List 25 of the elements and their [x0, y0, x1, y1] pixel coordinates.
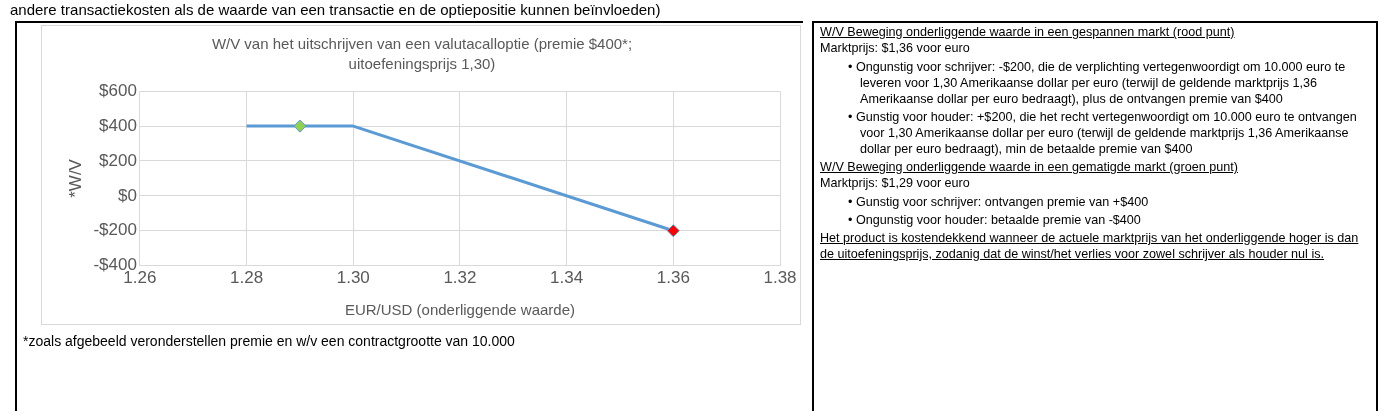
- text: *zoals afgebeeld veronderstellen premie en w/v een contractgrootte van 10.000: [23, 333, 515, 349]
- text: andere transactiekosten als de waarde van een transactie en de optiepositie kunnen beïnvloeden): [10, 1, 661, 18]
- y-tick-label: -$200: [93, 220, 137, 240]
- text: Marktprijs: $1,36 voor euro: [820, 40, 971, 56]
- text: Het product is kostendekkend wanneer de actuele marktprijs van het onderliggende hoger is dan de uitoefeningsprijs, zodanig dat de winst/het verlies voor zowel schrijver als houder nul is.: [820, 230, 1360, 262]
- x-tick-label: 1.32: [443, 268, 477, 288]
- text: Marktprijs: $1,29 voor euro: [820, 175, 971, 191]
- text: W/V Beweging onderliggende waarde in een gematigde markt (groen punt): [820, 159, 1239, 175]
- text: • Ongunstig voor houder: betaalde premie van -$400: [848, 212, 1142, 228]
- text: • Gunstig voor schrijver: ontvangen premie van +$400: [848, 194, 1150, 210]
- text: • Ongunstig voor schrijver: -$200, die de verplichting vertegenwoordigt om 10.000 euro te leveren voor 1,30 Amerikaanse dollar per euro (terwijl de geldende marktprijs 1,36 Amerikaanse dollar per euro bedraagt), plus de ontvangen premie van $400: [848, 59, 1347, 107]
- y-tick-label: $0: [117, 185, 137, 205]
- x-tick-label: 1.38: [763, 268, 797, 288]
- x-tick-label: 1.34: [550, 268, 584, 288]
- x-tick-label: 1.28: [230, 268, 264, 288]
- y-axis-title: *W/V: [65, 158, 85, 198]
- text: • Gunstig voor houder: +$200, die het recht vertegenwoordigt om 10.000 euro te ontvangen voor 1,30 Amerikaanse dollar per euro (terwijl de geldende marktprijs 1,36 Amerikaanse dollar per euro bedraagt), min de betaalde premie van $400: [848, 109, 1358, 157]
- y-tick-label: $200: [99, 150, 137, 170]
- x-tick-label: 1.36: [656, 268, 690, 288]
- y-tick-label: $600: [99, 80, 137, 100]
- x-tick-label: 1.30: [336, 268, 370, 288]
- chart-title: W/V van het uitschrijven van een valutacalloptie (premie $400*; uitoefeningsprijs 1,30): [210, 34, 634, 74]
- y-tick-label: $400: [99, 115, 137, 135]
- x-axis-title: EUR/USD (onderliggende waarde): [344, 301, 575, 319]
- text: W/V Beweging onderliggende waarde in een gespannen markt (rood punt): [820, 24, 1236, 40]
